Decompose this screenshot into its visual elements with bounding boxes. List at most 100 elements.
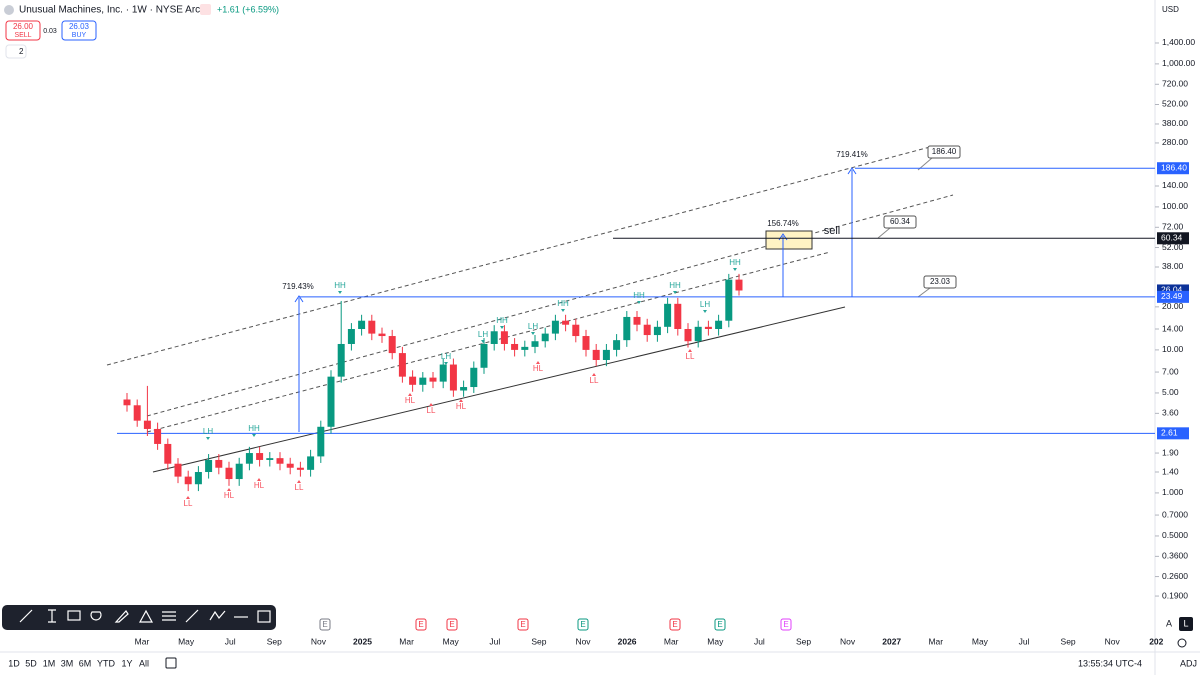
earnings-badge[interactable] [714, 618, 726, 631]
y-tick-label: 5.00 [1162, 387, 1179, 397]
timeframe-button[interactable]: 6M [79, 658, 92, 668]
x-tick-label: Nov [311, 636, 327, 646]
callout: 186.40 [932, 147, 957, 156]
candle-body [266, 458, 274, 460]
price-label-bg [1157, 162, 1189, 175]
log-toggle-bg[interactable] [1179, 617, 1193, 631]
earnings-badge[interactable] [415, 618, 427, 631]
candle-body [572, 324, 580, 337]
y-tick-label: 100.00 [1162, 201, 1188, 211]
callout: 23.03 [930, 277, 951, 286]
price-label-bg [1157, 232, 1189, 245]
price-change: +1.61 (+6.59%) [217, 4, 279, 14]
price-label: 23.49 [1161, 291, 1183, 301]
swing-marker [186, 496, 190, 499]
swing-marker [338, 291, 342, 294]
auto-scale[interactable]: A [1166, 618, 1172, 628]
tool-icon[interactable] [162, 611, 176, 621]
date-range-icon[interactable] [165, 657, 177, 669]
candle-body [725, 279, 733, 321]
tool-icon[interactable] [185, 609, 199, 623]
swing-marker [592, 373, 596, 376]
earnings-badge[interactable] [780, 618, 792, 631]
earnings-badge[interactable] [319, 618, 331, 631]
timeframe-button[interactable]: 1M [43, 658, 56, 668]
candle-body [347, 329, 355, 344]
timeframe-button[interactable]: All [139, 658, 149, 668]
x-tick-label: May [972, 636, 989, 646]
status-badge [200, 4, 211, 15]
tool-icon[interactable] [90, 611, 102, 621]
indicators-toggle[interactable] [5, 44, 27, 59]
tool-icon[interactable] [67, 610, 81, 621]
annotation: 719.43% [282, 282, 314, 291]
annotation: sell [824, 225, 841, 237]
y-tick-label: 1.000 [1162, 487, 1184, 497]
swing-label: LH [528, 322, 538, 331]
x-tick-label: Sep [267, 636, 282, 646]
x-tick-label: Jul [489, 636, 500, 646]
swing-label: HH [729, 258, 741, 267]
tool-icon[interactable] [209, 610, 226, 621]
timeframe-button[interactable]: YTD [97, 658, 116, 668]
timeframe-button[interactable]: 3M [61, 658, 74, 668]
swing-marker [257, 478, 261, 481]
spread: 0.03 [43, 28, 57, 35]
timeframe-button[interactable]: 1D [8, 658, 20, 668]
swing-label: LL [427, 406, 436, 415]
x-tick-label: Jul [225, 636, 236, 646]
earnings-badge[interactable] [669, 618, 681, 631]
swing-marker [252, 434, 256, 437]
earnings-badge[interactable] [577, 618, 589, 631]
buy-button[interactable] [61, 20, 97, 41]
timeframe-button[interactable]: 5D [25, 658, 37, 668]
swing-label: HH [496, 316, 508, 325]
swing-label: LL [184, 499, 193, 508]
candle-body [317, 426, 325, 457]
swing-label: HL [405, 396, 416, 405]
swing-marker [673, 291, 677, 294]
tool-icon[interactable] [114, 610, 129, 623]
settings-icon[interactable] [1177, 638, 1187, 648]
swing-label: LH [700, 300, 710, 309]
swing-marker [429, 403, 433, 406]
y-tick-label: 38.00 [1162, 261, 1184, 271]
x-tick-label: 2026 [618, 636, 637, 646]
candle-body [358, 320, 366, 330]
callout-box [927, 145, 961, 159]
candle-body [154, 428, 162, 444]
x-tick-label: Nov [1105, 636, 1121, 646]
earnings-label: E [520, 620, 525, 629]
candle-body [337, 343, 345, 377]
earnings-badge[interactable] [517, 618, 529, 631]
y-tick-label: 0.7000 [1162, 509, 1188, 519]
symbol-title: Unusual Machines, Inc. · 1W · NYSE Arca [19, 5, 206, 16]
annotation: 719.41% [836, 150, 868, 159]
x-tick-label: Mar [664, 636, 679, 646]
swing-label: HH [669, 281, 681, 290]
y-tick-label: 7.00 [1162, 366, 1179, 376]
log-toggle[interactable]: L [1183, 618, 1188, 628]
y-tick-label: 52.00 [1162, 242, 1184, 252]
candle-body [664, 303, 672, 327]
candle-body [582, 336, 590, 350]
tool-icon[interactable] [138, 609, 154, 623]
candle-body [694, 326, 702, 342]
adj-toggle[interactable]: ADJ [1180, 658, 1197, 668]
candle-body [143, 420, 151, 429]
swing-marker [297, 480, 301, 483]
candle-body [480, 343, 488, 368]
x-tick-label: Mar [135, 636, 150, 646]
y-tick-label: 0.1900 [1162, 590, 1188, 600]
earnings-badge[interactable] [446, 618, 458, 631]
candle-body [276, 458, 284, 464]
candle-body [256, 453, 264, 460]
timeframe-button[interactable]: 1Y [121, 658, 132, 668]
candle-body [470, 367, 478, 388]
candle-body [194, 472, 202, 485]
tool-icon[interactable] [19, 609, 33, 623]
tool-icon[interactable] [48, 609, 56, 623]
tool-icon[interactable] [257, 610, 271, 623]
sell-button[interactable] [5, 20, 41, 41]
